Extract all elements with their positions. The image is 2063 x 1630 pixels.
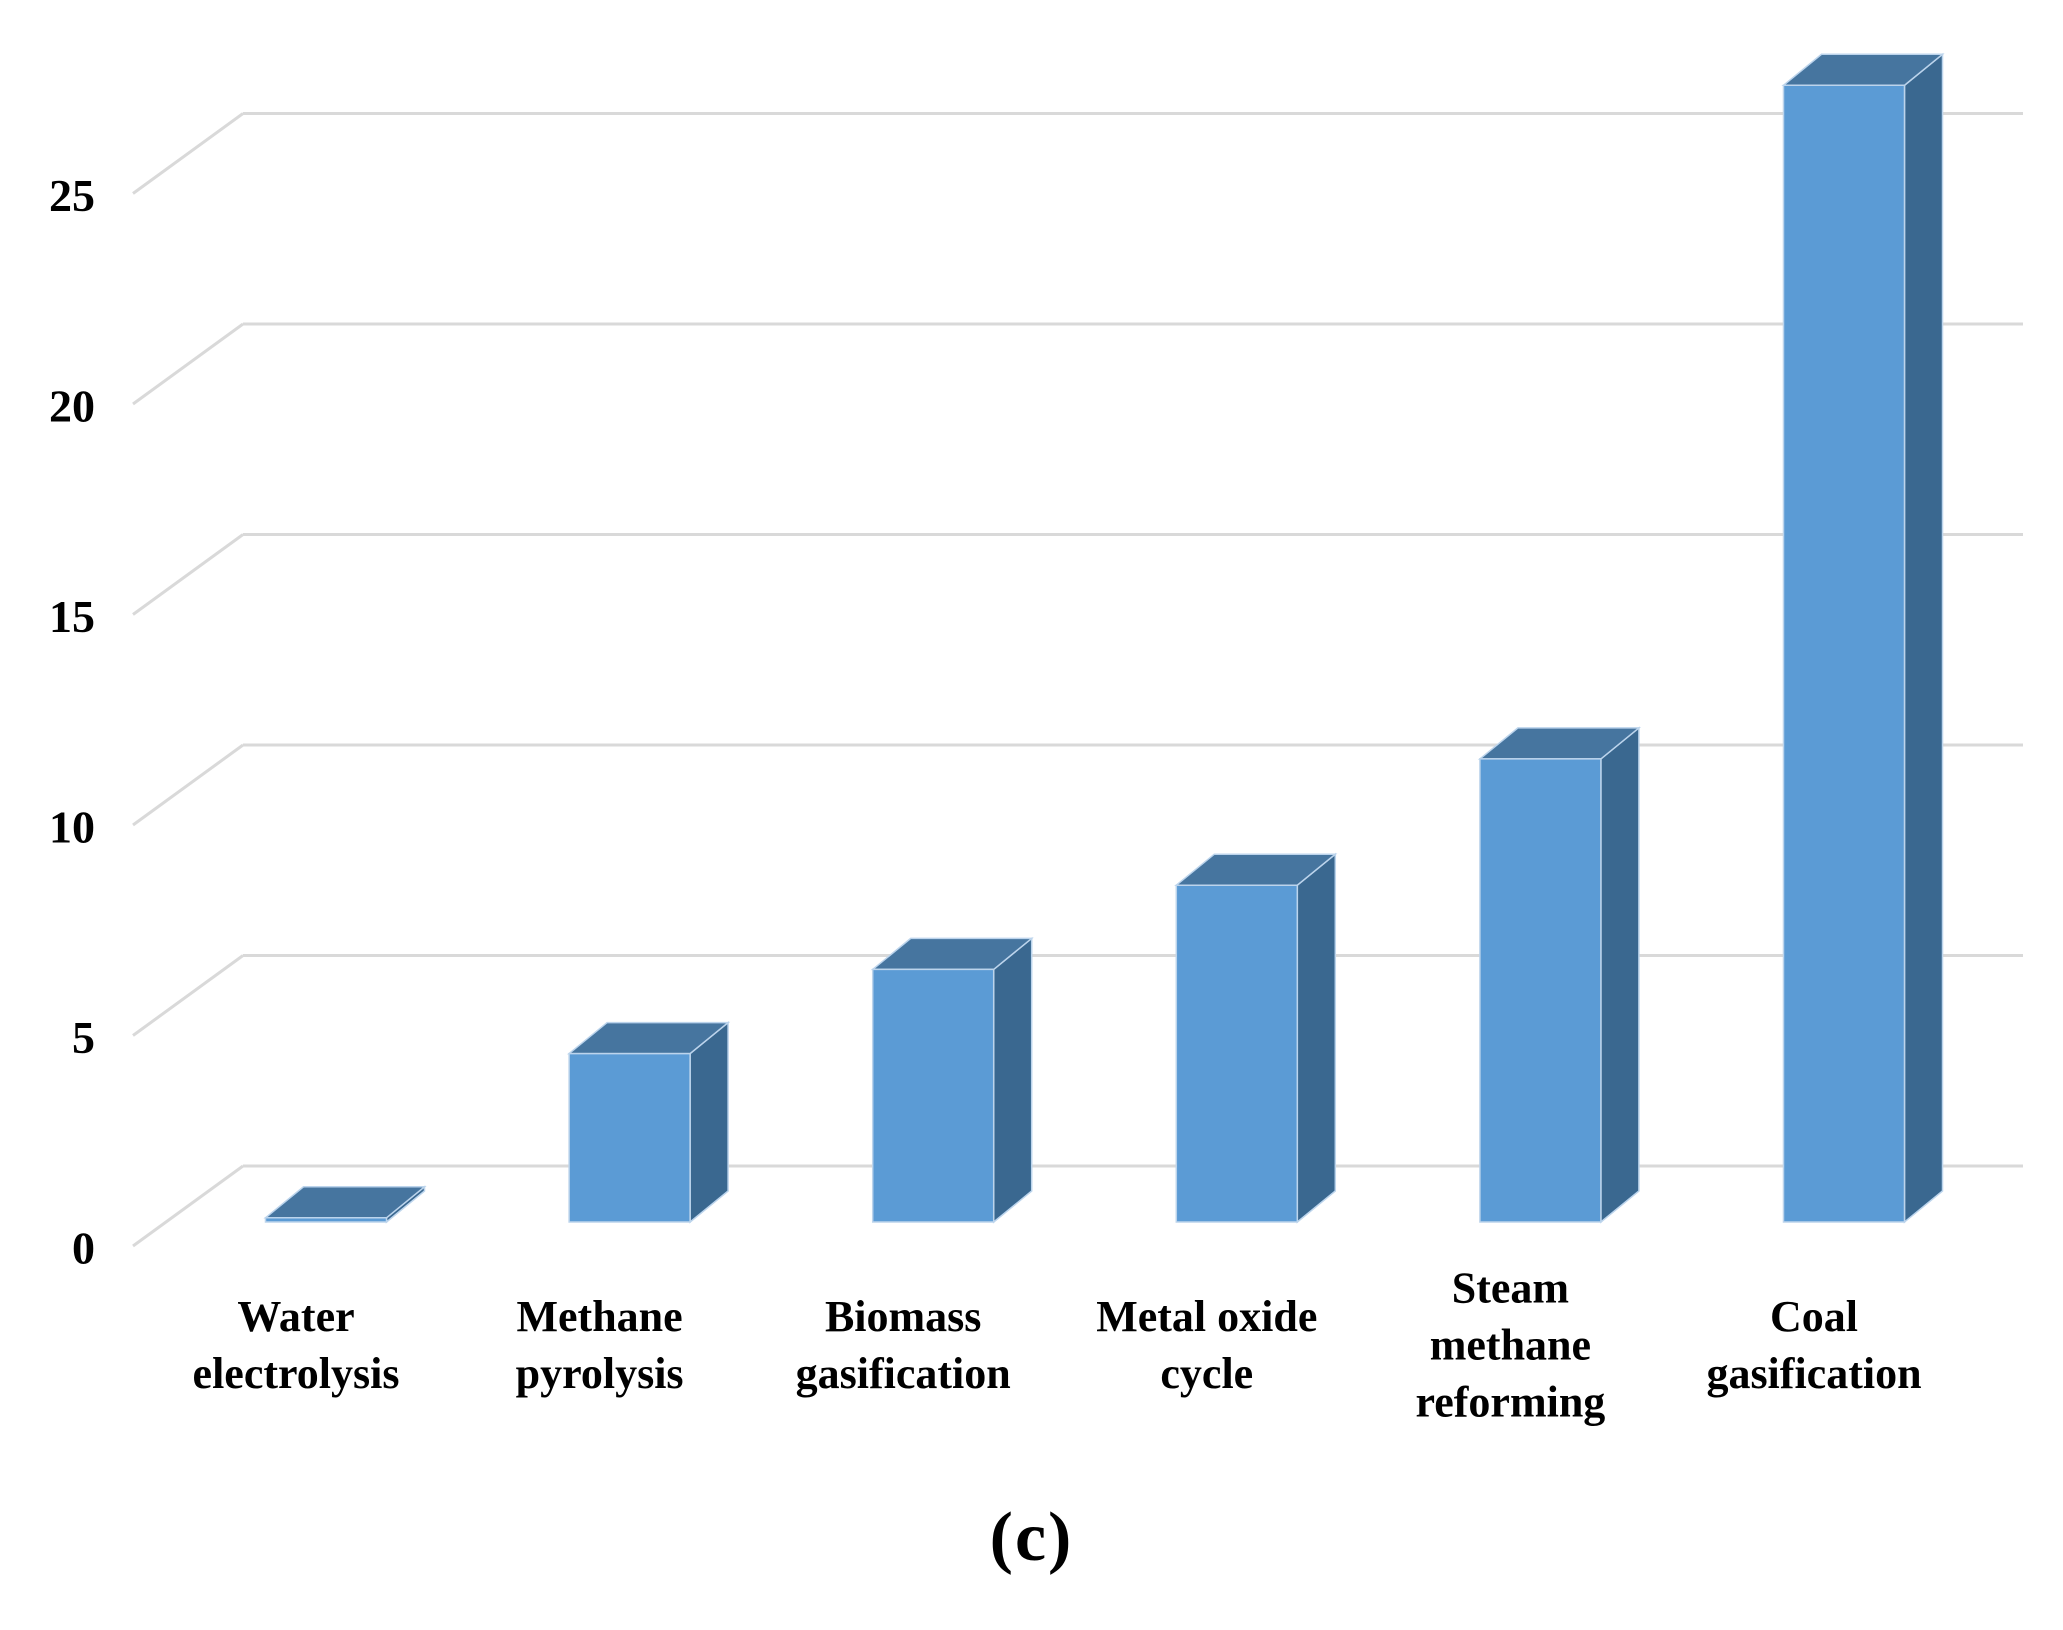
y-axis-tick-label-0: 0 — [72, 1223, 95, 1274]
y-gridline-depth-tick-20 — [132, 322, 244, 406]
bars — [263, 52, 1945, 1224]
category-label-metal-oxide-cycle: Metal oxide cycle — [1096, 1292, 1317, 1398]
y-axis-tick-label-15: 15 — [49, 591, 95, 642]
y-axis-tick-label-5: 5 — [72, 1012, 95, 1063]
bar-front-face — [871, 968, 995, 1223]
category-label-water-electrolysis: Water electrolysis — [193, 1292, 400, 1398]
y-axis-tick-label-10: 10 — [49, 802, 95, 853]
y-gridline-depth-tick-25 — [132, 112, 244, 195]
y-axis-tick-label-25: 25 — [49, 170, 95, 221]
bar-side-face — [689, 1021, 729, 1224]
bar-side-face — [1296, 852, 1337, 1224]
bar-side-face — [1600, 726, 1640, 1224]
bar-front-face — [1782, 84, 1906, 1223]
y-gridline-depth-tick-10 — [132, 743, 244, 827]
bar-coal-gasification — [1781, 52, 1945, 1224]
bar-front-face — [264, 1217, 388, 1223]
gridlines-and-y-axis: 0 5 10 15 20 25 — [49, 112, 2023, 1274]
y-gridline-depth-tick-0 — [132, 1164, 244, 1248]
bar-steam-methane-reforming — [1477, 726, 1642, 1224]
bar-methane-pyrolysis — [566, 1021, 731, 1224]
subfigure-caption: (c) — [989, 1499, 1074, 1576]
category-label-steam-methane-reforming: Steam methane reforming — [1416, 1264, 1606, 1427]
y-gridline-depth-tick-5 — [132, 954, 244, 1037]
category-label-biomass-gasification: Biomass gasification — [796, 1292, 1011, 1398]
category-axis-labels: Water electrolysis Methane pyrolysis Biomass… — [193, 1264, 1922, 1427]
bar-front-face — [568, 1052, 691, 1223]
bar-metal-oxide-cycle — [1174, 852, 1338, 1224]
bar-biomass-gasification — [870, 936, 1034, 1224]
bar-side-face — [992, 936, 1033, 1224]
bar-front-face — [1479, 758, 1602, 1223]
category-label-methane-pyrolysis: Methane pyrolysis — [516, 1292, 684, 1398]
y-gridline-depth-tick-15 — [132, 533, 244, 616]
category-label-coal-gasification: Coal gasification — [1706, 1292, 1921, 1398]
bar-top-face — [263, 1186, 427, 1219]
y-axis-tick-label-20: 20 — [49, 381, 95, 432]
bar-water-electrolysis — [263, 1185, 427, 1224]
bar-front-face — [1175, 884, 1299, 1223]
bar-side-face — [1903, 52, 1944, 1224]
